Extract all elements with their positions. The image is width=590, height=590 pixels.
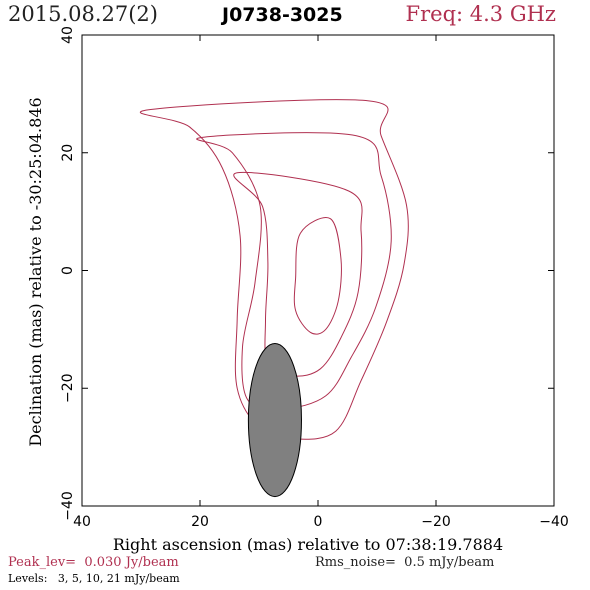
peak-level-value: 0.030 Jy/beam — [84, 555, 179, 570]
y-tick-label: 40 — [60, 26, 76, 44]
contour-level-21 — [293, 217, 342, 335]
x-tick-label: 20 — [191, 514, 209, 530]
x-tick-label: −20 — [421, 514, 451, 530]
x-tick-label: −40 — [539, 514, 569, 530]
y-tick-label: 0 — [60, 266, 76, 275]
contour-levels: Levels: 3, 5, 10, 21 mJy/beam — [8, 572, 180, 585]
rms-noise: Rms_noise= 0.5 mJy/beam — [315, 555, 494, 570]
peak-level: Peak_lev= 0.030 Jy/beam — [8, 555, 179, 570]
tick-marks — [81, 34, 555, 507]
contour-levels-label: Levels: — [8, 572, 48, 585]
rms-noise-value: 0.5 mJy/beam — [404, 555, 495, 570]
rms-noise-label: Rms_noise= — [315, 555, 396, 570]
peak-level-label: Peak_lev= — [8, 555, 77, 570]
y-axis-label: Declination (mas) relative to -30:25:04.… — [26, 97, 45, 446]
contour-levels-values: 3, 5, 10, 21 mJy/beam — [57, 572, 180, 585]
x-tick-label: 0 — [314, 514, 323, 530]
source-name: J0738-3025 — [222, 4, 343, 26]
y-tick-label: 20 — [60, 144, 76, 162]
x-tick-label: 40 — [73, 514, 91, 530]
frequency-label: Freq: 4.3 GHz — [405, 2, 556, 26]
y-tick-label: −40 — [60, 491, 76, 521]
x-axis-label: Right ascension (mas) relative to 07:38:… — [113, 535, 503, 554]
observation-date: 2015.08.27(2) — [8, 2, 158, 26]
plot-frame — [81, 34, 555, 507]
beam-ellipse — [247, 343, 302, 498]
contour-level-10 — [233, 171, 363, 377]
tick-labels: 40 20 0 −20 −40 −40 −20 0 20 40 — [60, 26, 569, 530]
y-tick-label: −20 — [60, 373, 76, 403]
